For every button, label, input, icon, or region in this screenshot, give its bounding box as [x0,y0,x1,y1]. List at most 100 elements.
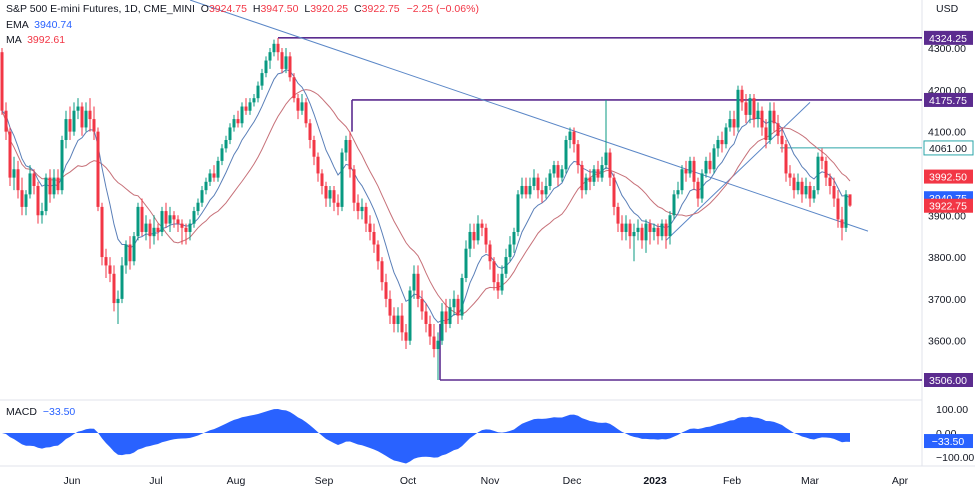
candle-body [588,177,592,182]
candle-body [104,257,108,266]
candle-body [120,265,124,299]
candle-body [736,89,740,128]
candle-body [784,144,788,174]
macd-tag [924,434,973,449]
candle-body [68,119,72,132]
candle-body [264,60,268,74]
candle-body [672,194,676,216]
y-tick-label: 3900.00 [928,210,966,222]
candle-body [364,206,368,224]
price-tag [924,198,973,213]
candle-body [496,282,500,291]
candle-body [224,139,228,149]
level-tag [924,30,973,45]
candle-body [648,223,652,232]
candle-body [136,206,140,237]
candle-body [748,98,752,115]
candle-body [0,52,4,111]
candle-body [388,298,392,316]
legend-ema-row[interactable]: EMA 3940.74 [6,19,72,32]
y-tick-label: 4100.00 [928,127,966,139]
candle-body [512,231,516,245]
candle-body [776,123,780,136]
y-tick-label: 4300.00 [928,43,966,55]
low-label: L [304,3,311,15]
candle-body [8,131,12,178]
candle-body [676,190,680,195]
candle-body [704,160,708,174]
candle-body [432,336,436,350]
candle-body [828,177,832,186]
x-tick-label: Feb [723,475,741,487]
candle-body [684,169,688,174]
high-value: 3947.50 [260,3,299,15]
candle-body [148,223,152,237]
candle-body [844,194,848,228]
candle-body [416,273,420,299]
candle-body [92,119,96,132]
candle-body [96,131,100,207]
candle-body [564,139,568,170]
candle-body [436,340,440,350]
candle-body [400,315,404,333]
x-tick-label: Jun [64,475,81,487]
candle-body [696,181,700,199]
candle-body [108,265,112,274]
candle-body [516,194,520,232]
candle-body [404,332,408,341]
candle-body [292,77,296,99]
candle-body [184,227,188,232]
candle-body [44,177,48,212]
candle-body [168,215,172,224]
candle-body [356,202,360,212]
candle-body [164,211,168,224]
candle-body [544,185,548,195]
candle-body [540,190,544,195]
candle-body [556,165,560,178]
candle-body [144,223,148,232]
candle-body [488,244,492,262]
candle-body [624,223,628,232]
close-value: 3922.75 [361,3,400,15]
candle-body [328,190,332,199]
candle-body [504,257,508,274]
candle-body [100,206,104,258]
candle-body [428,323,432,337]
candle-body [492,261,496,283]
y-tick-label: 3800.00 [928,252,966,264]
candles [0,37,852,380]
price-tags: 4324.254175.754061.003506.003992.503940.… [923,30,974,449]
legend-macd-row[interactable]: MACD −33.50 [6,406,75,419]
x-tick-label: Apr [892,475,909,487]
candle-body [800,181,804,195]
ma-line [1,89,851,316]
candle-body [484,227,488,245]
candle-body [712,148,716,170]
open-label: O [200,3,209,15]
price-tag [924,169,973,184]
candle-body [616,206,620,224]
candle-body [716,139,720,149]
candle-body [316,156,320,174]
legend-ma-row[interactable]: MA 3992.61 [6,34,65,47]
candle-body [48,177,52,195]
candle-body [600,165,604,178]
candle-body [668,215,672,237]
low-value: 3920.25 [310,3,349,15]
legend-symbol-row: S&P 500 E-mini Futures, 1D, CME_MINI O 39… [6,3,479,16]
candle-body [36,185,40,216]
level-tag-label: 4175.75 [929,95,967,107]
candle-body [352,169,356,203]
candle-body [728,119,732,128]
candle-body [816,156,820,191]
indicator-lines [1,0,869,324]
candle-body [208,173,212,182]
candle-body [664,223,668,237]
macd-label: MACD [6,406,37,418]
candle-body [332,190,336,203]
candle-body [220,148,224,161]
symbol-name: S&P 500 E-mini Futures, 1D, CME_MINI [6,3,195,15]
candle-body [188,223,192,232]
candle-body [84,110,88,128]
